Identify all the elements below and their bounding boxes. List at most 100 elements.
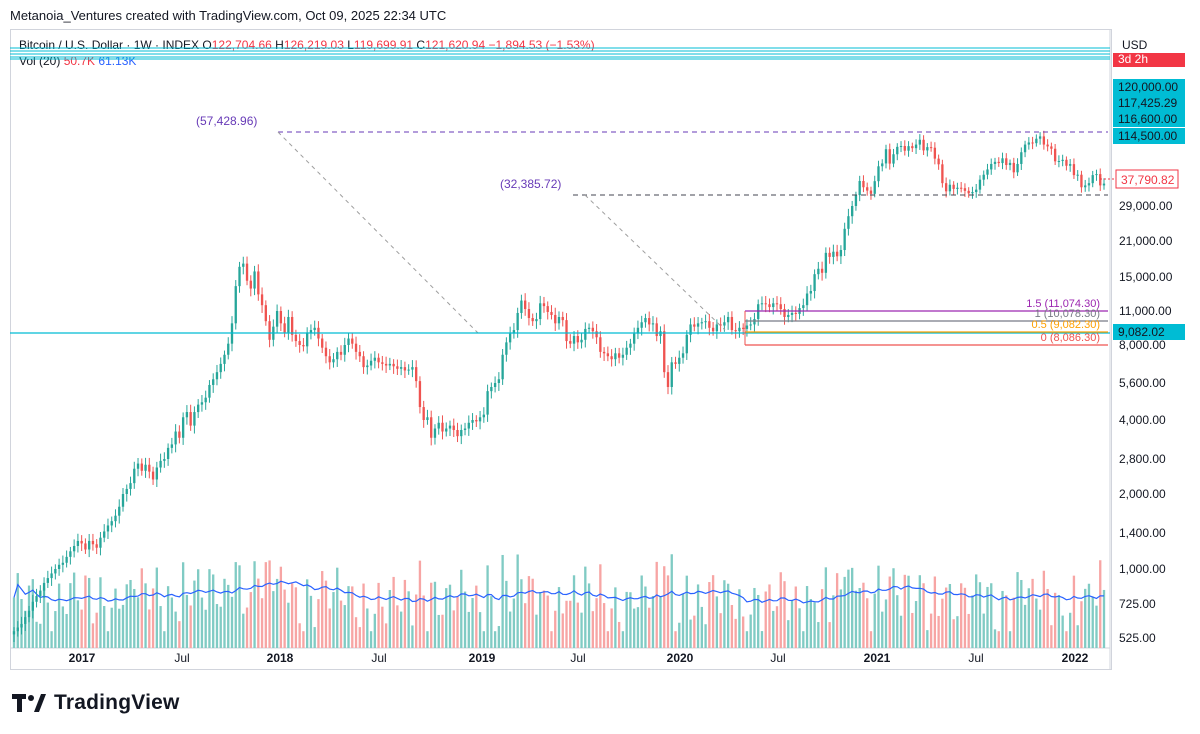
candle-body — [524, 300, 527, 310]
candle-body — [332, 359, 335, 363]
candle-body — [726, 316, 730, 323]
volume-bar — [99, 577, 102, 648]
volume-bar — [960, 583, 963, 648]
candle-body — [572, 336, 576, 344]
volume-bar — [975, 574, 978, 648]
candle-body — [539, 303, 542, 320]
candle-body — [689, 324, 692, 335]
candle-body — [663, 331, 666, 373]
candle-body — [742, 327, 745, 329]
volume-bar — [264, 562, 267, 648]
candle-body — [584, 328, 587, 340]
candle-body — [937, 158, 940, 165]
volume-bar — [617, 621, 621, 648]
candle-body — [881, 163, 884, 167]
volume-bar — [366, 608, 369, 648]
volume-bar — [223, 578, 226, 648]
candle-body — [279, 311, 283, 324]
volume-bar — [46, 602, 49, 648]
candle-body — [24, 617, 27, 624]
candle-body — [681, 353, 685, 358]
candle-body — [922, 139, 925, 151]
candle-body — [99, 537, 102, 548]
candle-body — [441, 422, 444, 432]
volume-bar — [294, 587, 298, 648]
volume-bar — [1069, 612, 1072, 648]
volume-bar — [238, 565, 241, 648]
volume-bar — [866, 598, 869, 648]
volume-bar — [704, 624, 707, 648]
candle-body — [824, 252, 828, 273]
volume-bar — [666, 575, 670, 648]
volume-bar — [1001, 590, 1004, 648]
candle-body — [268, 321, 271, 340]
candle-body — [148, 464, 151, 472]
candle-body — [633, 333, 636, 344]
candle-body — [700, 322, 703, 324]
volume-bar — [941, 598, 944, 648]
candle-body — [140, 463, 143, 471]
price-label-text: 37,790.82 — [1121, 173, 1175, 187]
volume-bar — [275, 578, 279, 648]
volume-bar — [39, 623, 42, 648]
candle-body — [65, 556, 68, 563]
candle-body — [569, 341, 572, 344]
volume-bar — [336, 567, 339, 648]
candle-body — [448, 425, 452, 429]
volume-bar — [561, 613, 564, 648]
candle-body — [610, 356, 613, 360]
x-tick-label: 2019 — [469, 651, 496, 665]
candle-body — [1080, 174, 1083, 188]
candle-body — [174, 431, 177, 445]
candle-body — [358, 351, 361, 357]
currency-label[interactable]: USD — [1122, 38, 1148, 52]
candle-body — [328, 356, 331, 363]
candle-body — [884, 149, 888, 164]
volume-bar — [527, 576, 531, 648]
candle-body — [1020, 152, 1023, 164]
volume-bar — [1053, 592, 1057, 648]
candle-body — [27, 610, 31, 618]
candle-body — [490, 387, 493, 392]
candle-body — [636, 327, 640, 334]
candle-body — [475, 420, 478, 422]
volume-bar — [569, 600, 572, 648]
volume-bar — [1005, 595, 1008, 648]
volume-bar — [565, 600, 568, 648]
candle-body — [125, 488, 128, 494]
volume-bar — [734, 618, 737, 648]
candle-body — [249, 280, 252, 289]
candle-body — [734, 330, 737, 332]
volume-bar — [204, 609, 207, 648]
candle-body — [929, 147, 933, 149]
volume-bar — [674, 631, 677, 648]
volume-bar — [121, 604, 125, 648]
volume-bar — [997, 631, 1000, 648]
volume-bar — [539, 592, 542, 648]
volume-bar — [482, 631, 485, 648]
candle-body — [869, 190, 873, 194]
candle-body — [531, 318, 534, 322]
candle-body — [1027, 142, 1030, 145]
candle-body — [614, 353, 617, 360]
candle-body — [960, 187, 963, 189]
volume-bar — [595, 598, 598, 648]
candle-body — [411, 367, 414, 370]
volume-bar — [768, 584, 771, 648]
volume-bar — [659, 596, 662, 648]
candle-body — [948, 184, 952, 192]
candle-body — [1012, 162, 1015, 173]
candle-body — [369, 360, 373, 366]
candle-body — [321, 338, 324, 348]
volume-bar — [328, 608, 331, 648]
chart-frame[interactable] — [10, 29, 1112, 670]
volume-bar — [745, 631, 749, 648]
candle-body — [351, 338, 354, 344]
candle-body — [298, 341, 301, 345]
volume-bar — [415, 594, 418, 648]
volume-bar — [260, 598, 264, 648]
candle-body — [50, 573, 53, 579]
volume-bar — [602, 603, 606, 648]
volume-bar — [189, 605, 192, 648]
